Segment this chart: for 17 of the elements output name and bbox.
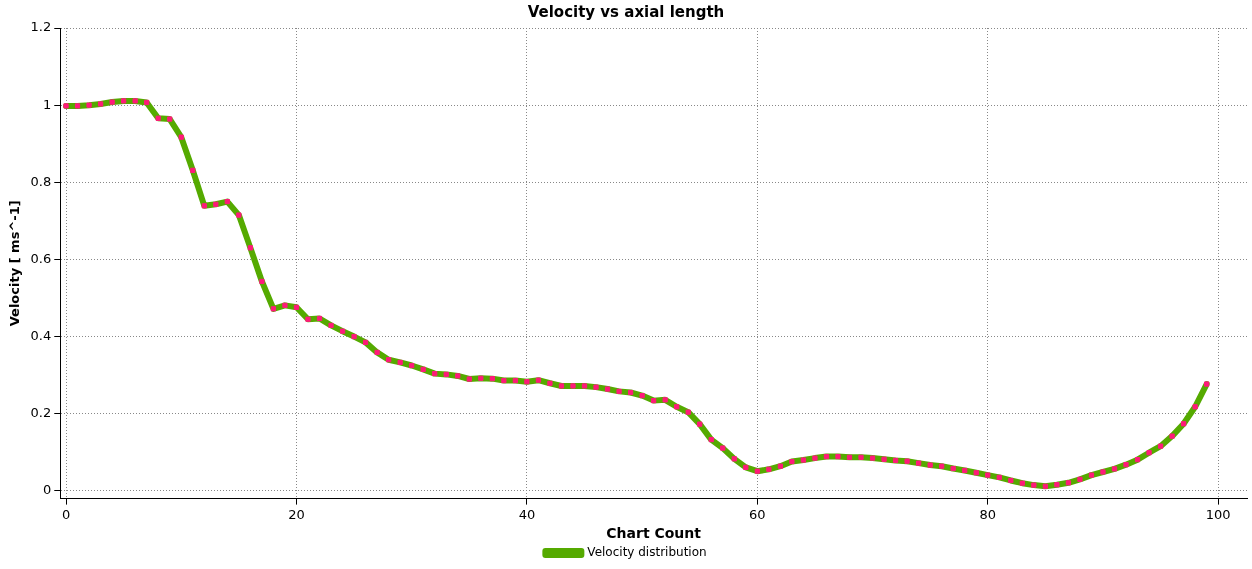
y-tick-label: 0.8 [30,173,52,189]
y-axis-title: Velocity [ ms^-1] [7,200,23,327]
x-axis-title: Chart Count [606,525,702,542]
chart-title: Velocity vs axial length [527,2,725,21]
x-tick-label: 60 [749,506,766,522]
y-tick-label: 1 [42,96,52,112]
x-tick-label: 0 [61,506,71,522]
x-tick-label: 100 [1205,506,1231,522]
y-tick-label: 0.2 [30,405,52,421]
x-tick-label: 20 [288,506,305,522]
y-tick-label: 0.4 [30,327,52,343]
x-tick-label: 40 [518,506,536,522]
x-tick-label: 80 [979,506,997,522]
y-tick-label: 1.2 [30,19,52,35]
y-tick-label: 0.6 [30,250,52,266]
y-tick-label: 0 [42,482,52,498]
legend-label: Velocity distribution [587,545,707,560]
